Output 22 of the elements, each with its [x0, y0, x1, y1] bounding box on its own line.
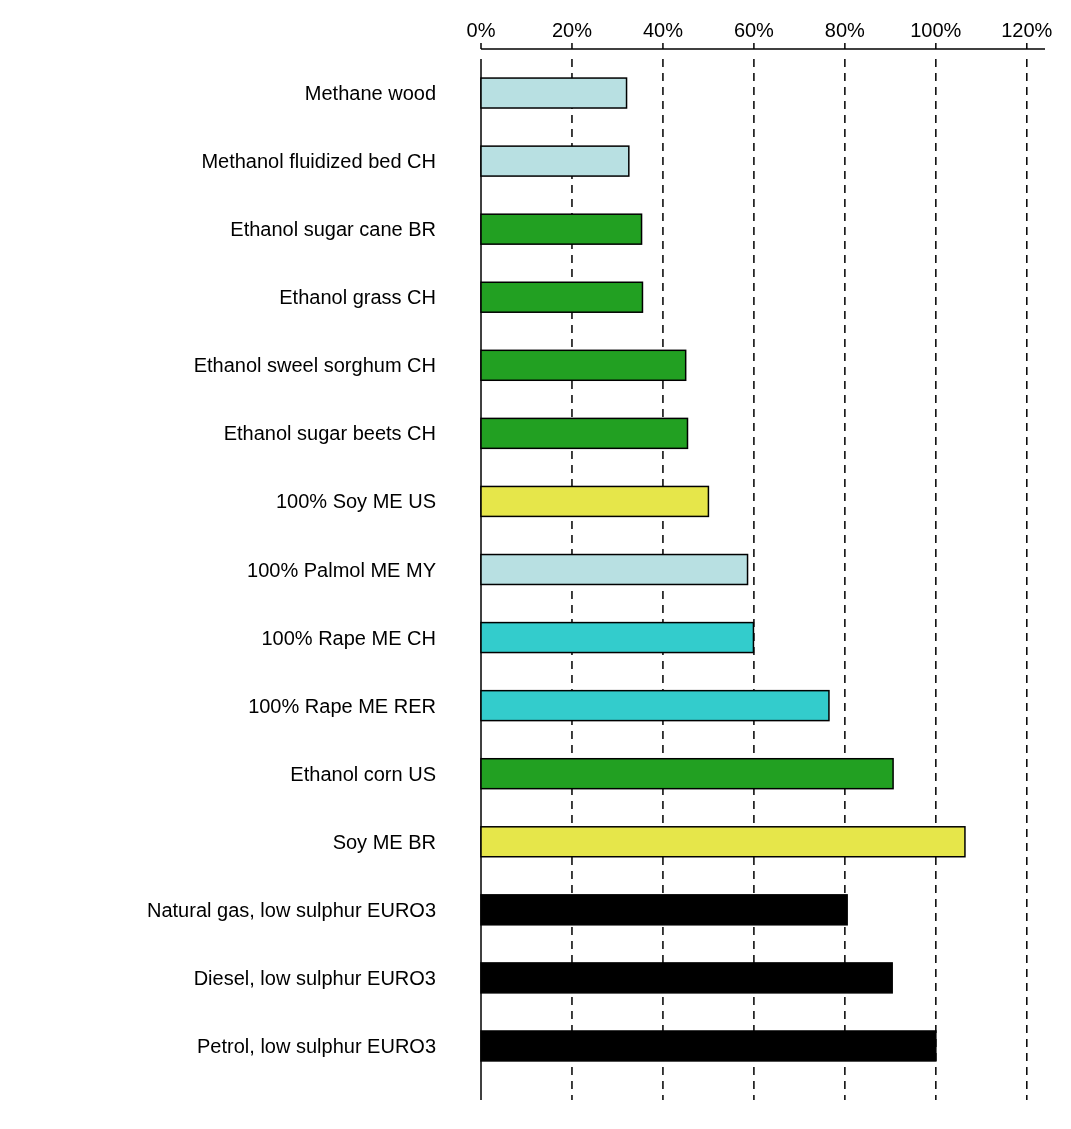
y-tick-label: Ethanol sugar cane BR — [230, 218, 436, 241]
y-tick-label: Ethanol sweel sorghum CH — [193, 354, 436, 377]
y-tick-label: Ethanol grass CH — [279, 286, 436, 309]
y-tick-label: 100% Soy ME US — [275, 490, 436, 513]
y-tick-label: Ethanol sugar beets CH — [223, 422, 436, 445]
y-tick-label: Methanol fluidized bed CH — [201, 150, 436, 173]
y-tick-label: Ethanol corn US — [290, 762, 436, 785]
y-tick-label: 100% Palmol ME MY — [247, 558, 436, 581]
x-tick-label: 80% — [824, 19, 866, 41]
y-tick-label: 100% Rape ME CH — [261, 626, 436, 649]
y-tick-label: Natural gas, low sulphur EURO3 — [146, 898, 436, 921]
x-tick-label: 120% — [1001, 19, 1053, 41]
x-tick-label: 100% — [910, 19, 962, 41]
y-tick-label: 100% Rape ME RER — [248, 694, 436, 717]
x-tick-label: 60% — [733, 19, 775, 41]
x-tick-label: 0% — [466, 19, 496, 41]
y-tick-label: Soy ME BR — [332, 830, 436, 853]
y-tick-label: Methane wood — [304, 82, 436, 105]
y-tick-label: Diesel, low sulphur EURO3 — [193, 966, 436, 989]
y-tick-label: Petrol, low sulphur EURO3 — [197, 1034, 436, 1057]
x-tick-label: 40% — [642, 19, 684, 41]
x-tick-label: 20% — [551, 19, 593, 41]
